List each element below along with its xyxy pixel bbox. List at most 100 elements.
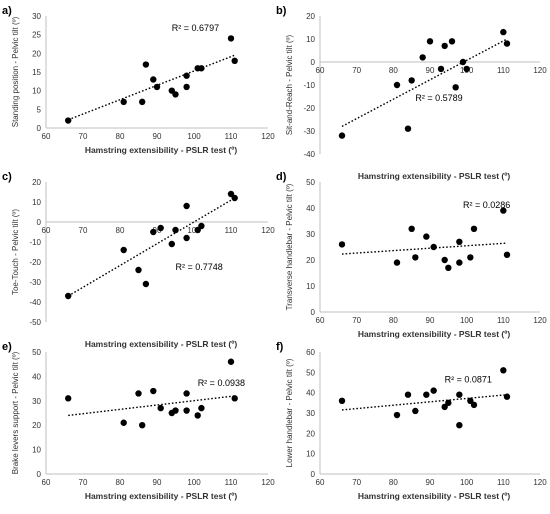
y-tick-label-c: -30 xyxy=(29,278,41,287)
data-point-b xyxy=(463,65,470,73)
x-tick-label-d: 100 xyxy=(460,316,474,325)
data-point-d xyxy=(408,225,415,232)
data-point-b xyxy=(503,40,511,47)
data-point-d xyxy=(423,233,430,240)
y-axis-title-b: Sit-and-Reach - Pelvic tilt (º) xyxy=(285,35,294,136)
x-axis-title-d: Hamstring extensibility - PSLR test (º) xyxy=(358,329,511,339)
data-point-a xyxy=(183,83,190,91)
data-point-b xyxy=(426,38,434,45)
y-tick-label-f: 60 xyxy=(306,348,315,357)
data-point-f xyxy=(445,399,452,407)
x-tick-label-a: 70 xyxy=(79,132,88,141)
x-tick-label-b: 110 xyxy=(497,66,510,75)
data-point-d xyxy=(470,225,478,232)
y-tick-label-c: -50 xyxy=(29,318,41,327)
y-axis-title-d: Transverse handlebar - Pelvic tilt (º) xyxy=(285,183,294,310)
x-tick-label-e: 120 xyxy=(261,478,275,487)
trendline-b xyxy=(341,38,508,128)
data-point-e xyxy=(183,407,190,414)
y-tick-label-a: 30 xyxy=(32,12,41,21)
x-tick-label-c: 110 xyxy=(225,226,238,235)
y-tick-label-e: 40 xyxy=(32,372,41,381)
data-point-a xyxy=(231,57,238,64)
data-point-f xyxy=(338,397,346,404)
panel-label-d: d) xyxy=(276,171,287,183)
x-tick-label-c: 60 xyxy=(42,226,51,235)
data-point-d xyxy=(456,238,463,245)
y-axis-title-f: Lower handlebar - Pelvic tilt (º) xyxy=(285,358,294,467)
x-tick-label-a: 60 xyxy=(42,132,51,141)
y-tick-label-b: -40 xyxy=(303,150,315,159)
data-point-b xyxy=(404,125,412,132)
y-tick-label-f: 40 xyxy=(306,389,315,398)
data-point-b xyxy=(441,42,448,50)
data-point-f xyxy=(456,391,463,398)
data-point-b xyxy=(459,58,467,66)
data-point-c xyxy=(183,202,190,210)
r-squared-label-b: R² = 0.5789 xyxy=(415,93,462,103)
data-point-e xyxy=(65,395,72,402)
data-point-c xyxy=(172,226,179,234)
y-tick-label-d: 10 xyxy=(306,282,315,291)
y-tick-label-d: 50 xyxy=(306,178,315,187)
y-tick-label-c: -10 xyxy=(29,238,41,247)
chart-panel-e: e) 0 10 20 30 40 50 60 70 80 90 100 110 120 Hamstring … xyxy=(2,341,275,501)
data-point-b xyxy=(393,81,401,89)
data-point-d xyxy=(500,207,507,214)
y-tick-label-f: 10 xyxy=(306,450,315,459)
x-tick-label-e: 70 xyxy=(79,478,88,487)
x-tick-label-f: 100 xyxy=(460,478,474,487)
y-tick-label-c: -40 xyxy=(29,298,41,307)
data-point-a xyxy=(172,91,179,98)
x-tick-label-a: 110 xyxy=(225,132,238,141)
x-tick-label-f: 110 xyxy=(497,478,510,487)
y-tick-label-c: 20 xyxy=(32,178,41,187)
x-tick-label-f: 80 xyxy=(389,478,398,487)
y-tick-label-c: 0 xyxy=(37,218,42,227)
panel-label-a: a) xyxy=(2,5,12,17)
y-tick-label-b: -10 xyxy=(303,81,315,90)
data-point-e xyxy=(227,358,235,365)
y-tick-label-e: 0 xyxy=(37,470,42,479)
data-point-e xyxy=(139,422,146,429)
chart-panel-f: f) 0 10 20 30 40 50 60 60 70 80 90 100 110 120 Hamstrin… xyxy=(276,341,547,501)
data-point-a xyxy=(153,83,161,91)
x-tick-label-b: 60 xyxy=(316,66,325,75)
y-tick-label-d: 20 xyxy=(306,256,315,265)
trendline-a xyxy=(67,54,235,121)
y-tick-label-b: 10 xyxy=(306,35,315,44)
data-point-b xyxy=(452,84,459,91)
data-point-b xyxy=(408,77,415,84)
x-tick-label-a: 100 xyxy=(187,132,201,141)
panel-label-b: b) xyxy=(276,5,287,17)
data-point-a xyxy=(142,61,150,68)
x-tick-label-a: 90 xyxy=(153,132,162,141)
panel-label-f: f) xyxy=(276,341,284,353)
r-squared-label-e: R² = 0.0938 xyxy=(198,378,245,388)
r-squared-label-c: R² = 0.7748 xyxy=(176,262,223,272)
y-tick-label-b: 20 xyxy=(306,12,315,21)
chart-panel-a: a) 0 5 10 15 20 25 30 60 70 80 90 100 110 120 Hamstring… xyxy=(2,5,275,155)
chart-panel-b: b)-40-30-20-100102060708090100110120Hams… xyxy=(276,5,547,181)
data-point-a xyxy=(183,72,190,79)
data-point-a xyxy=(227,35,235,42)
data-point-b xyxy=(338,132,346,139)
data-point-d xyxy=(456,259,463,266)
x-tick-label-b: 120 xyxy=(533,66,547,75)
x-tick-label-e: 110 xyxy=(225,478,238,487)
x-tick-label-b: 70 xyxy=(352,66,361,75)
y-tick-label-e: 50 xyxy=(32,348,41,357)
data-point-c xyxy=(183,234,190,242)
x-axis-title-f: Hamstring extensibility - PSLR test (º) xyxy=(358,491,511,501)
data-point-d xyxy=(412,254,419,261)
data-point-b xyxy=(500,28,507,36)
data-point-e xyxy=(198,404,205,412)
data-point-c xyxy=(157,224,164,232)
y-tick-label-f: 50 xyxy=(306,368,315,377)
y-tick-label-a: 5 xyxy=(37,105,42,114)
data-point-f xyxy=(456,422,463,429)
data-point-f xyxy=(467,397,474,404)
data-point-d xyxy=(393,259,401,266)
x-tick-label-e: 80 xyxy=(116,478,125,487)
data-point-d xyxy=(441,256,448,264)
